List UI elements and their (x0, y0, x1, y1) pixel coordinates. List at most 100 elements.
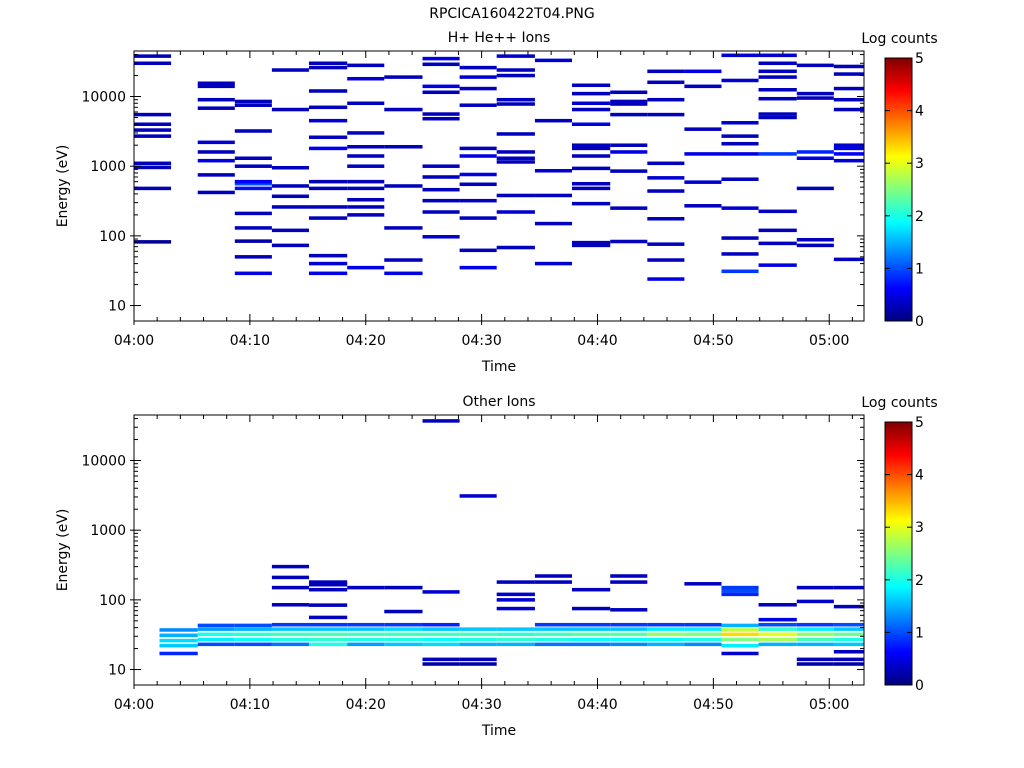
data-cell (721, 632, 759, 637)
data-cell (159, 651, 198, 656)
data-cell (721, 236, 759, 240)
data-cell (422, 84, 460, 89)
data-cell (459, 103, 497, 107)
data-cell (572, 186, 611, 191)
spectrogram-panel-1: 04:00 04:10 04:20 04:30 04:40 04:50 05:0010100… (55, 30, 938, 375)
data-cell (758, 622, 797, 627)
data-cell (496, 150, 535, 154)
data-cell (347, 622, 385, 627)
data-cell (833, 143, 864, 147)
data-cell (796, 627, 834, 631)
data-cell (534, 168, 572, 173)
data-cell (534, 193, 572, 198)
x-axis-label: Time (481, 359, 516, 375)
data-cell (721, 121, 759, 125)
data-cell (833, 632, 864, 637)
data-cell (647, 258, 685, 262)
data-cell (534, 58, 572, 63)
data-cell (234, 156, 272, 161)
data-cell (422, 419, 460, 423)
data-cells (159, 419, 864, 666)
data-cell (197, 81, 235, 86)
data-cell (459, 642, 497, 647)
data-cell (459, 65, 497, 70)
data-cell (271, 194, 309, 199)
data-cell (271, 68, 309, 72)
data-cell (271, 564, 309, 569)
data-cell (347, 205, 385, 209)
data-cell (610, 239, 648, 244)
data-cell (384, 271, 423, 276)
data-cell (534, 261, 572, 266)
data-cell (308, 118, 348, 123)
data-cell (347, 265, 385, 270)
data-cell (833, 257, 864, 262)
data-cell (796, 637, 834, 642)
data-cell (572, 146, 611, 151)
data-cell (610, 206, 648, 210)
data-cell (159, 638, 198, 643)
data-cell (197, 150, 235, 154)
data-cell (234, 211, 272, 216)
colorbar-tick-label: 0 (915, 678, 924, 694)
data-cell (496, 68, 535, 72)
data-cell (308, 603, 348, 607)
data-cell (308, 135, 348, 140)
data-cell (422, 622, 460, 627)
data-cell (308, 105, 348, 110)
data-cell (721, 78, 759, 83)
colorbar-tick-label: 0 (915, 314, 924, 330)
data-cell (308, 179, 348, 184)
data-cell (833, 146, 864, 151)
data-cell (496, 627, 535, 631)
data-cell (347, 63, 385, 68)
data-cell (384, 75, 423, 79)
data-cell (758, 637, 797, 642)
data-cell (422, 56, 460, 61)
x-tick-label: 05:00 (809, 333, 849, 349)
data-cell (534, 574, 572, 578)
data-cell (833, 152, 864, 156)
data-cell (347, 154, 385, 158)
colorbar-tick-label: 4 (915, 104, 924, 120)
x-tick-label: 04:20 (346, 333, 386, 349)
data-cell (721, 252, 759, 256)
data-cell (796, 156, 834, 161)
data-cell (134, 112, 172, 117)
data-cell (271, 184, 309, 188)
data-cell (721, 643, 759, 648)
data-cell (134, 61, 172, 66)
colorbar-label: Log counts (861, 395, 937, 411)
data-cell (496, 97, 535, 102)
data-cell (197, 140, 235, 145)
data-cell (384, 609, 423, 614)
data-cell (721, 53, 759, 58)
data-cell (384, 145, 423, 149)
x-tick-label: 04:00 (114, 697, 154, 713)
data-cell (271, 107, 309, 112)
data-cell (684, 180, 722, 184)
data-cell (496, 598, 535, 602)
data-cell (308, 587, 348, 592)
data-cell (833, 642, 864, 647)
data-cell (347, 197, 385, 202)
data-cell (572, 587, 611, 592)
data-cell (308, 253, 348, 258)
data-cell (308, 271, 348, 276)
y-tick-label: 10 (108, 299, 126, 315)
data-cell (572, 627, 611, 631)
data-cell (234, 239, 272, 243)
data-cell (610, 632, 648, 637)
data-cell (610, 102, 648, 106)
data-cell (422, 116, 460, 121)
data-cell (610, 580, 648, 584)
data-cell (384, 637, 423, 642)
data-cell (459, 182, 497, 187)
data-cell (684, 637, 722, 642)
data-cell (833, 622, 864, 627)
data-cell (647, 627, 685, 631)
data-cell (534, 627, 572, 631)
data-cell (496, 132, 535, 136)
data-cell (134, 240, 172, 244)
data-cell (572, 181, 611, 186)
